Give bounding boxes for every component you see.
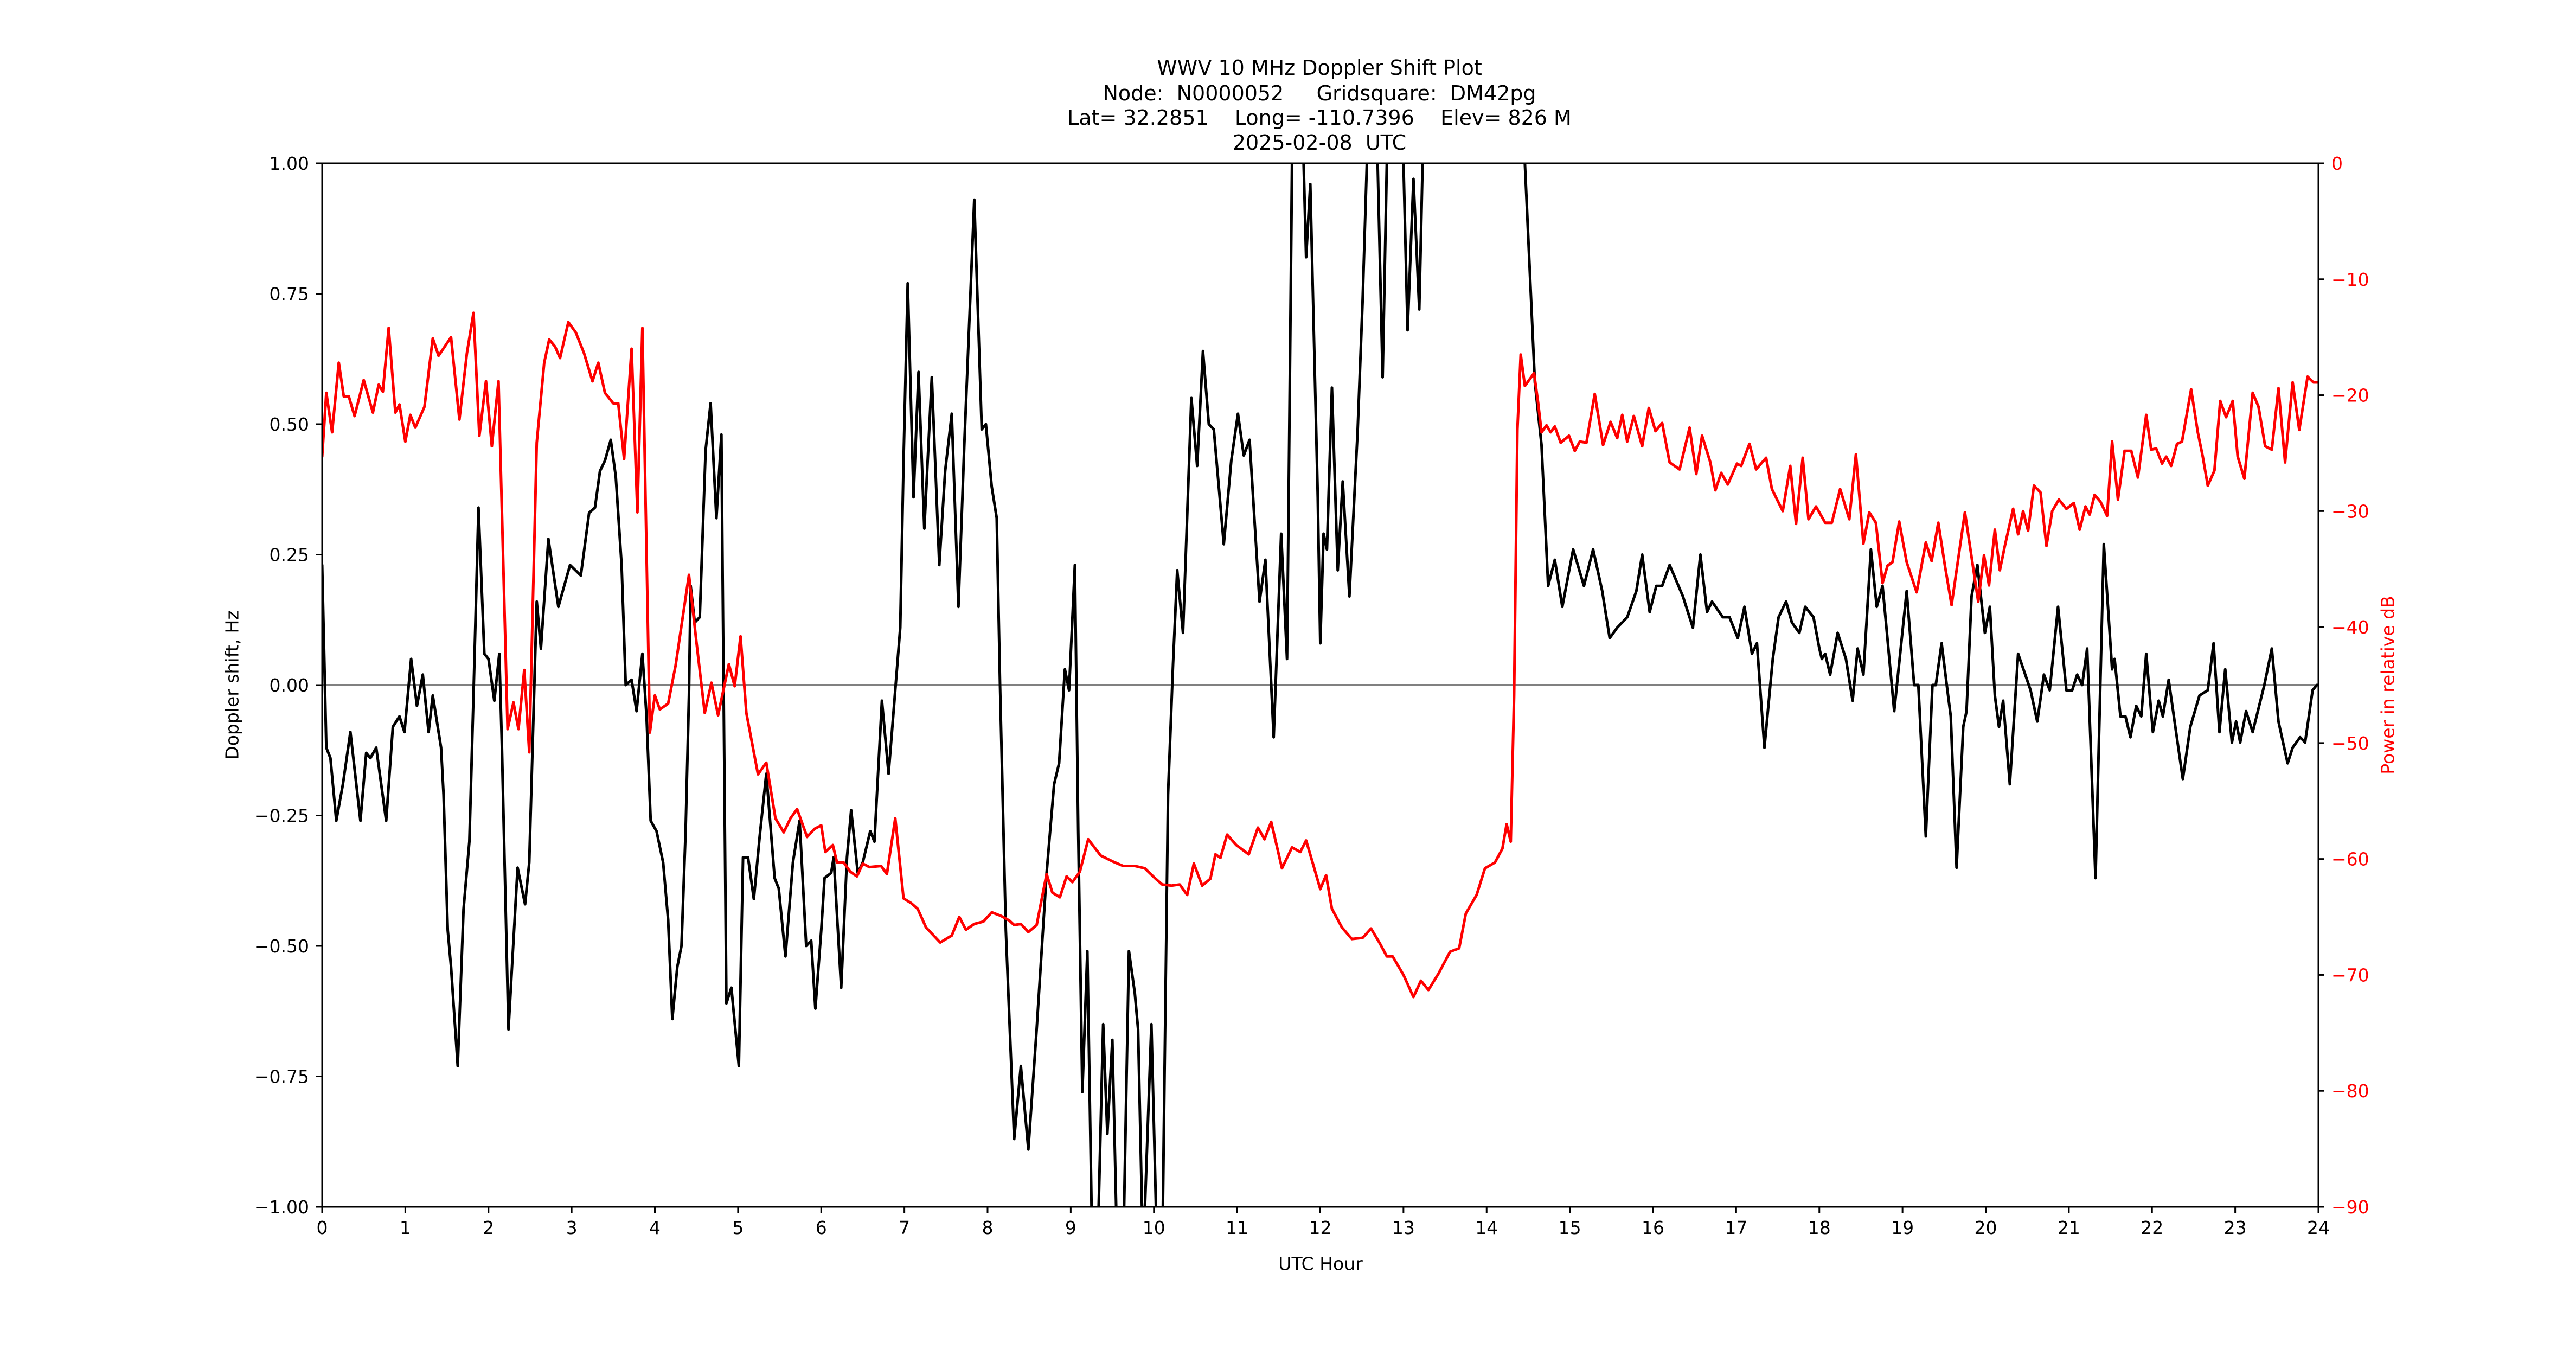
- x-tick-label: 22: [2141, 1217, 2163, 1238]
- y-right-tick-label: −80: [2331, 1080, 2369, 1102]
- x-tick-label: 19: [1891, 1217, 1914, 1238]
- x-tick-label: 18: [1808, 1217, 1831, 1238]
- chart-title-line-1: WWV 10 MHz Doppler Shift Plot: [1157, 56, 1482, 80]
- y-right-tick-label: 0: [2331, 153, 2343, 174]
- x-tick-label: 9: [1065, 1217, 1076, 1238]
- chart-title-line-4: 2025-02-08 UTC: [1232, 131, 1407, 155]
- y-right-tick-label: −50: [2331, 733, 2369, 754]
- y-left-tick-label: −1.00: [254, 1197, 309, 1218]
- y-axis-right-label: Power in relative dB: [2377, 596, 2399, 775]
- x-tick-label: 16: [1642, 1217, 1664, 1238]
- y-right-tick-label: −90: [2331, 1197, 2369, 1218]
- y-left-tick-label: 1.00: [270, 153, 309, 174]
- x-tick-label: 5: [732, 1217, 744, 1238]
- x-tick-label: 14: [1475, 1217, 1498, 1238]
- x-tick-label: 7: [899, 1217, 910, 1238]
- x-tick-label: 24: [2307, 1217, 2330, 1238]
- y-left-tick-label: −0.50: [254, 936, 309, 957]
- x-tick-label: 23: [2224, 1217, 2247, 1238]
- x-tick-label: 13: [1392, 1217, 1415, 1238]
- y-right-tick-label: −20: [2331, 385, 2369, 406]
- y-left-tick-label: 0.25: [270, 545, 309, 566]
- y-left-tick-label: −0.75: [254, 1066, 309, 1088]
- x-tick-label: 15: [1559, 1217, 1581, 1238]
- x-tick-label: 10: [1143, 1217, 1165, 1238]
- y-right-tick-label: −10: [2331, 269, 2369, 290]
- x-tick-label: 17: [1725, 1217, 1747, 1238]
- x-tick-label: 0: [317, 1217, 328, 1238]
- x-tick-label: 1: [400, 1217, 411, 1238]
- y-right-tick-label: −60: [2331, 849, 2369, 870]
- x-tick-label: 2: [483, 1217, 494, 1238]
- x-tick-label: 3: [566, 1217, 578, 1238]
- y-right-tick-label: −30: [2331, 501, 2369, 522]
- power-db-line: [322, 311, 2318, 999]
- x-tick-label: 12: [1309, 1217, 1332, 1238]
- x-tick-label: 20: [1975, 1217, 1997, 1238]
- y-left-tick-label: 0.00: [270, 675, 309, 696]
- doppler-shift-line: [322, 163, 2318, 1207]
- y-right-tick-label: −40: [2331, 617, 2369, 638]
- x-tick-label: 11: [1226, 1217, 1248, 1238]
- x-axis-label: UTC Hour: [1278, 1253, 1363, 1275]
- chart-title-line-2: Node: N0000052 Gridsquare: DM42pg: [1103, 81, 1536, 105]
- y-left-tick-label: 0.75: [270, 284, 309, 305]
- x-tick-label: 6: [816, 1217, 827, 1238]
- y-right-tick-label: −70: [2331, 964, 2369, 986]
- x-tick-label: 8: [982, 1217, 994, 1238]
- x-tick-label: 21: [2058, 1217, 2080, 1238]
- y-left-tick-label: −0.25: [254, 805, 309, 827]
- y-axis-left-label: Doppler shift, Hz: [221, 610, 243, 760]
- chart-title-line-3: Lat= 32.2851 Long= -110.7396 Elev= 826 M: [1067, 106, 1572, 130]
- y-left-tick-label: 0.50: [270, 414, 309, 435]
- x-tick-label: 4: [649, 1217, 661, 1238]
